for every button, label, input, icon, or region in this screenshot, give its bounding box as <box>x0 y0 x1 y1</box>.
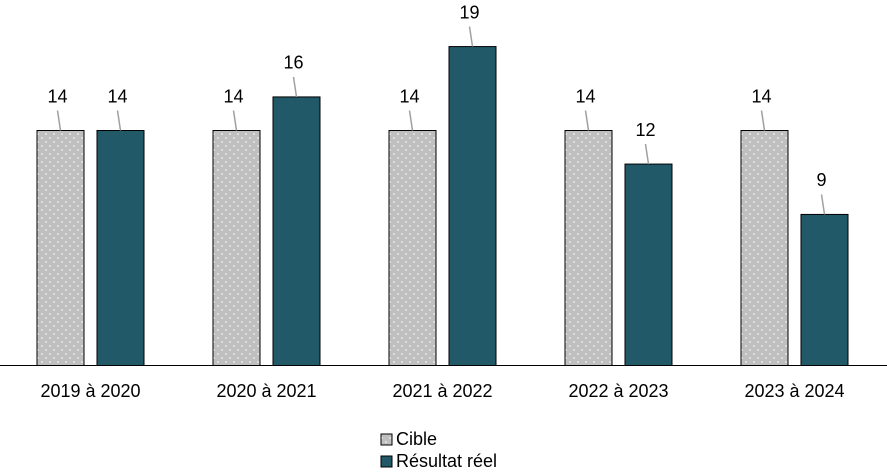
leader-line <box>584 110 590 131</box>
legend-swatch <box>380 433 393 446</box>
leader-line <box>232 110 238 131</box>
data-label: 14 <box>751 86 771 106</box>
bar <box>272 96 321 367</box>
data-label: 19 <box>459 2 479 22</box>
leader-line <box>408 110 414 131</box>
data-label: 14 <box>47 86 67 106</box>
x-tick-label: 2021 à 2022 <box>392 381 492 401</box>
bar <box>800 213 849 366</box>
leader-line <box>292 76 298 98</box>
data-label: 14 <box>575 86 595 106</box>
bar <box>388 130 437 366</box>
data-label: 14 <box>223 86 243 106</box>
data-label: 14 <box>399 86 419 106</box>
bar <box>740 130 789 366</box>
x-tick-label: 2020 à 2021 <box>216 381 316 401</box>
x-tick-label: 2019 à 2020 <box>40 381 140 401</box>
legend-label: Résultat réel <box>396 451 497 471</box>
leader-line <box>468 26 474 47</box>
legend-swatch <box>380 455 393 468</box>
x-tick-label: 2023 à 2024 <box>744 381 844 401</box>
bar <box>564 130 613 366</box>
leader-line <box>56 110 62 131</box>
bar <box>448 46 497 366</box>
bar <box>36 130 85 366</box>
legend-label: Cible <box>396 429 437 449</box>
data-label: 12 <box>635 120 655 140</box>
leader-line <box>644 143 650 165</box>
data-label: 16 <box>283 53 303 73</box>
bar <box>96 130 145 366</box>
bar <box>624 163 673 366</box>
bar <box>212 130 261 366</box>
x-tick-label: 2022 à 2023 <box>568 381 668 401</box>
data-label: 9 <box>816 170 826 190</box>
leader-line <box>116 110 122 131</box>
leader-line <box>820 194 826 215</box>
leader-line <box>760 110 766 131</box>
data-label: 14 <box>107 86 127 106</box>
